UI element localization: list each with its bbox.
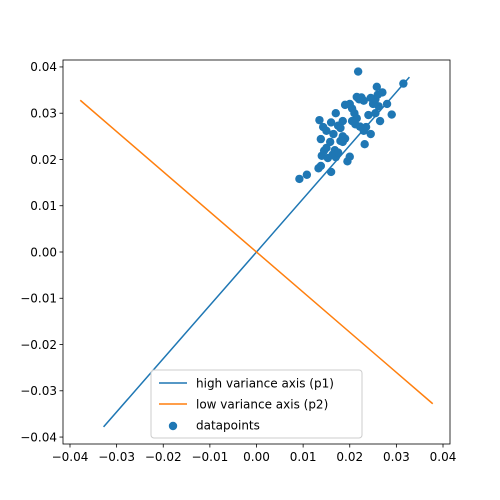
data-point <box>374 102 383 111</box>
y-tick-label: −0.02 <box>20 338 57 352</box>
data-point <box>347 116 357 126</box>
x-tick-label: 0.03 <box>383 450 410 464</box>
data-point <box>366 93 375 103</box>
y-tick-label: −0.04 <box>20 430 57 444</box>
data-point <box>371 109 380 118</box>
x-tick-label: −0.04 <box>52 450 89 464</box>
data-point <box>315 115 324 125</box>
data-point <box>387 110 396 119</box>
data-point <box>360 140 369 149</box>
legend-label: datapoints <box>196 419 260 433</box>
legend-label: low variance axis (p2) <box>196 398 328 412</box>
data-point <box>372 82 381 92</box>
data-point <box>302 170 312 179</box>
data-point <box>345 152 354 161</box>
x-tick-label: 0.00 <box>243 450 270 464</box>
data-point <box>316 134 326 144</box>
y-tick-label: 0.00 <box>30 245 57 259</box>
legend: high variance axis (p1) low variance axis… <box>150 369 363 439</box>
data-point <box>331 109 340 118</box>
legend-label: high variance axis (p1) <box>196 377 334 391</box>
y-tick-label: 0.03 <box>30 107 57 121</box>
y-tick-label: 0.02 <box>30 153 57 167</box>
x-tick-label: 0.02 <box>336 450 363 464</box>
x-tick-label: −0.01 <box>191 450 228 464</box>
data-point <box>336 123 345 133</box>
data-point <box>329 129 338 139</box>
data-point <box>378 88 387 97</box>
data-point <box>382 99 392 109</box>
data-point <box>375 116 385 126</box>
data-point <box>338 137 347 147</box>
data-point <box>322 143 331 153</box>
data-point <box>326 118 336 127</box>
data-point <box>399 79 408 88</box>
x-tick-label: −0.03 <box>98 450 135 464</box>
y-tick-label: −0.03 <box>20 384 57 398</box>
data-point <box>326 167 336 177</box>
legend-box <box>150 369 363 439</box>
data-point <box>364 110 373 120</box>
data-point <box>353 67 363 76</box>
series-layer <box>79 67 434 428</box>
y-tick-label: 0.01 <box>30 199 57 213</box>
data-point <box>295 174 304 184</box>
x-axis: −0.04 −0.03 −0.02 −0.01 0.00 0.01 0.02 0.03 0.04 <box>52 444 457 464</box>
x-tick-label: 0.04 <box>430 450 457 464</box>
data-point <box>316 161 326 171</box>
y-tick-label: −0.01 <box>20 292 57 306</box>
x-tick-label: 0.01 <box>290 450 317 464</box>
x-tick-label: −0.02 <box>145 450 182 464</box>
data-point <box>322 126 331 135</box>
data-point <box>366 129 375 139</box>
legend-marker-swatch <box>168 421 178 431</box>
y-axis: −0.04 −0.03 −0.02 −0.01 0.00 0.01 0.02 0.03 0.04 <box>20 60 63 444</box>
data-point <box>359 96 368 105</box>
data-point <box>338 116 347 126</box>
series-line-1 <box>79 99 434 405</box>
y-tick-label: 0.04 <box>30 60 57 74</box>
data-point <box>333 148 343 157</box>
data-point <box>325 137 335 147</box>
